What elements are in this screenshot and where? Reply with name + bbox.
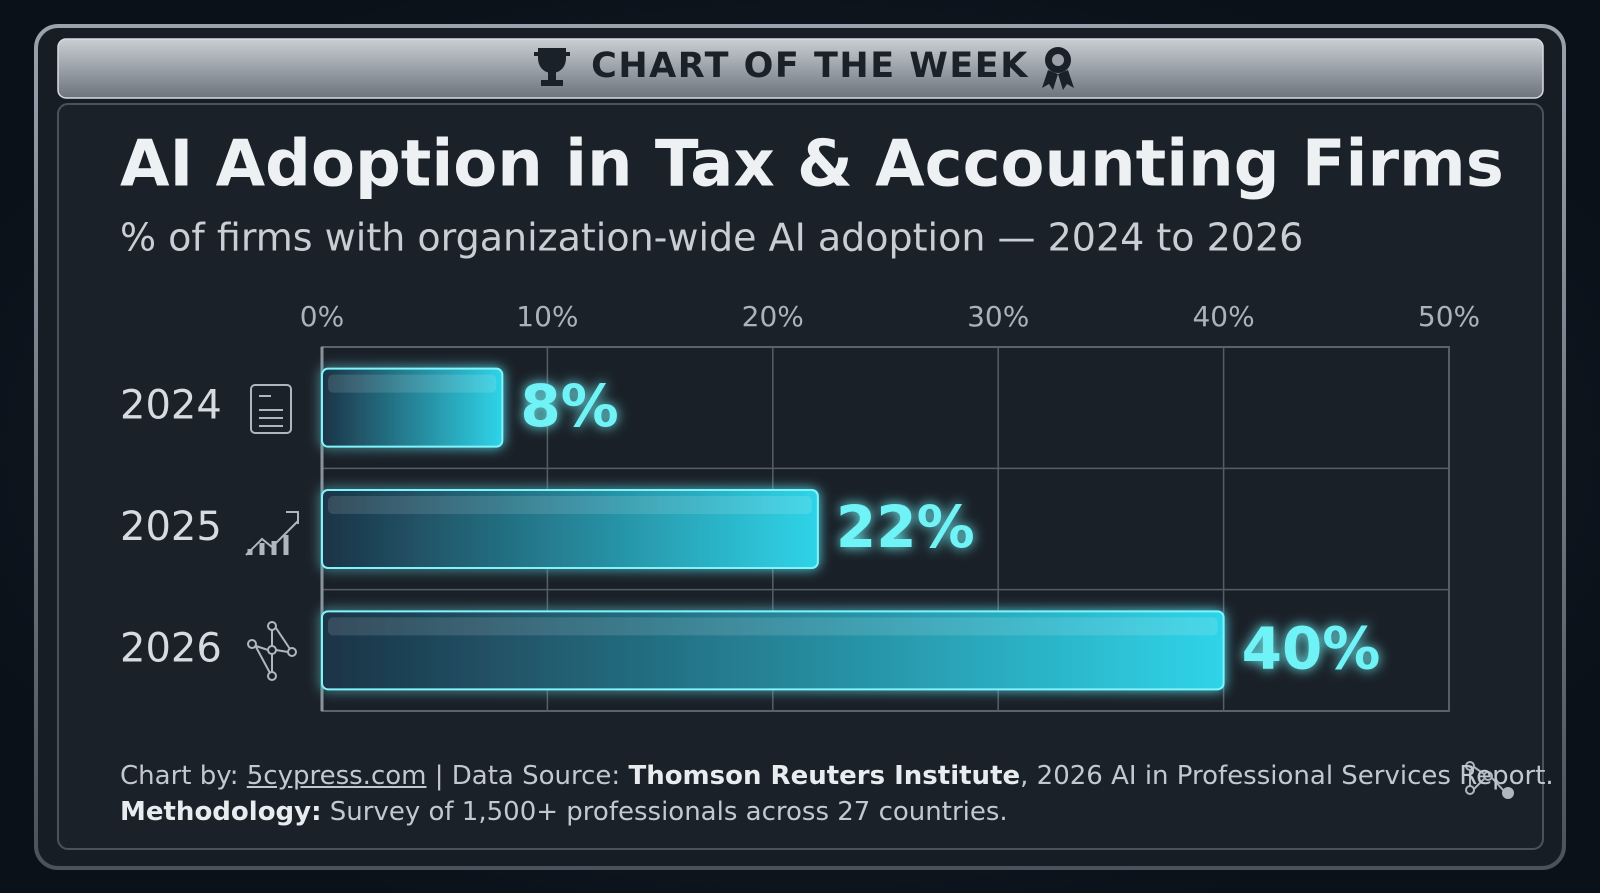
x-tick-label: 40% [1192, 300, 1254, 333]
banner [57, 38, 1544, 99]
footer-line: Methodology: Survey of 1,500+ profession… [120, 794, 1554, 830]
bar [321, 610, 1225, 691]
x-tick-label: 0% [300, 300, 344, 333]
footer: Chart by: 5cypress.com | Data Source: Th… [120, 758, 1554, 830]
footer-text: Survey of 1,500+ professionals across 27… [321, 797, 1008, 827]
footer-text: Methodology: [120, 797, 322, 827]
bar [321, 367, 504, 448]
bar-highlight [328, 374, 497, 393]
banner-title: CHART OF THE WEEK [591, 46, 1029, 86]
footer-text: , 2026 AI in Professional Services Repor… [1020, 761, 1554, 791]
x-tick-label: 50% [1418, 300, 1480, 333]
footer-line: Chart by: 5cypress.com | Data Source: Th… [120, 758, 1554, 794]
footer-text: | Data Source: [426, 761, 629, 791]
footer-text[interactable]: 5cypress.com [246, 761, 427, 791]
bar-highlight [328, 617, 1218, 636]
trophy-icon [534, 48, 570, 86]
x-tick-label: 20% [742, 300, 804, 333]
x-tick-label: 10% [516, 300, 578, 333]
chart-subtitle: % of firms with organization-wide AI ado… [120, 216, 1303, 260]
bar-highlight [328, 496, 812, 514]
value-label: 8% [520, 372, 618, 440]
y-tick-label: 2024 [120, 383, 222, 429]
y-tick-label: 2026 [120, 625, 222, 671]
chart-title: AI Adoption in Tax & Accounting Firms [120, 128, 1504, 202]
footer-text: Thomson Reuters Institute [628, 761, 1021, 791]
footer-text: Chart by: [120, 761, 247, 791]
bar [321, 489, 819, 569]
medal-icon [1042, 47, 1074, 90]
row-icons [245, 384, 1514, 799]
x-tick-label: 30% [967, 300, 1029, 333]
y-tick-label: 2025 [120, 504, 222, 550]
value-label: 40% [1242, 614, 1381, 682]
value-label: 22% [836, 493, 975, 561]
